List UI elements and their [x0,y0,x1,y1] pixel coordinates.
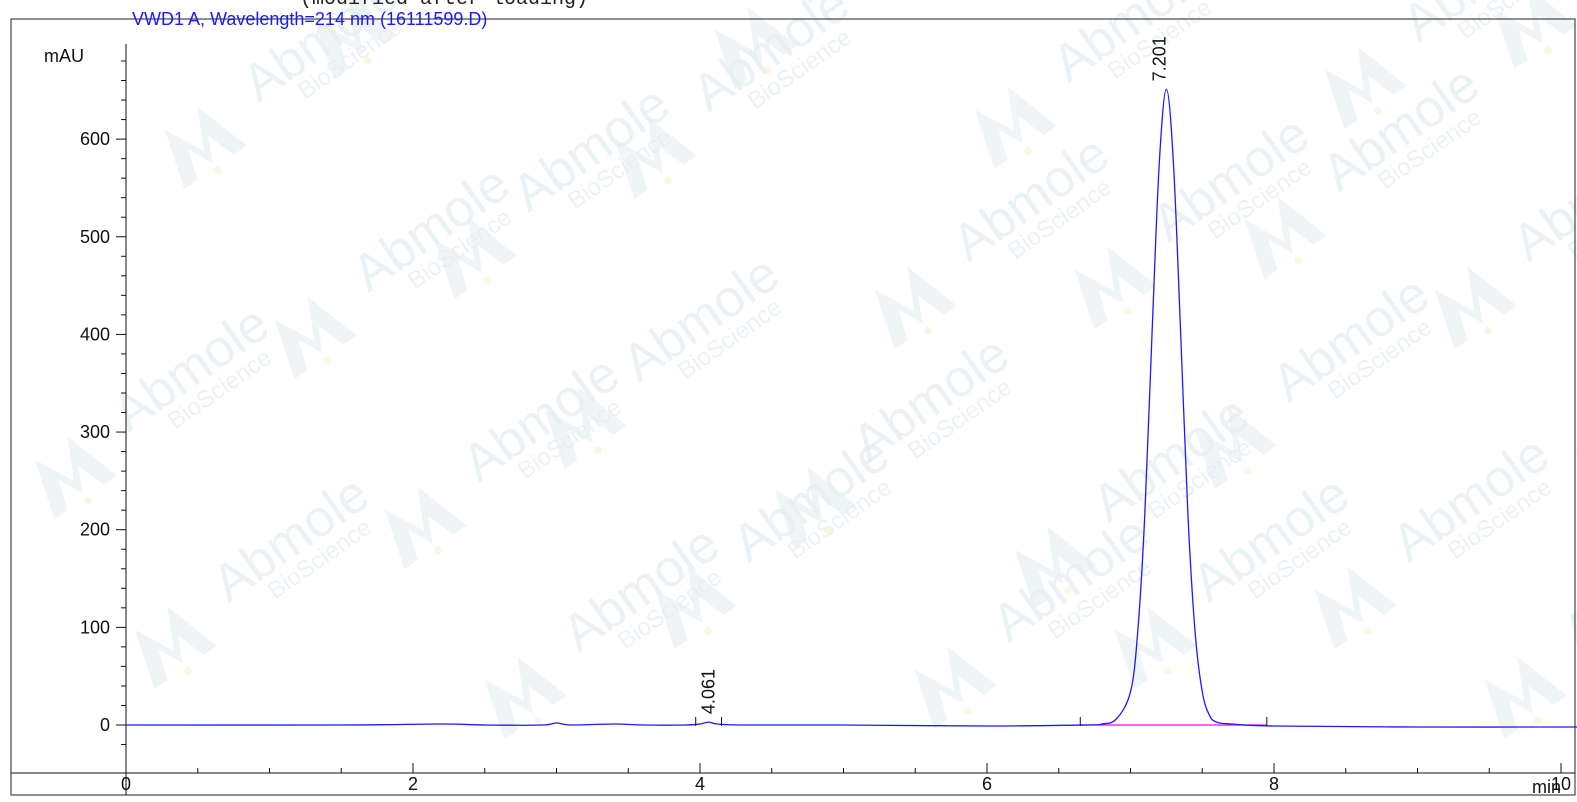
y-tick-label: 600 [80,129,110,149]
logo-dot-icon [663,176,672,185]
logo-dot-icon [703,626,712,635]
peak-retention-label: 4.061 [699,669,719,714]
logo-dot-icon [1363,626,1372,635]
logo-dot-icon [1293,256,1302,265]
logo-dot-icon [1243,466,1252,475]
logo-m-icon [164,106,247,190]
y-tick-label: 0 [100,715,110,735]
logo-dot-icon [1533,716,1542,725]
logo-m-icon [314,0,397,80]
logo-m-icon [384,486,467,570]
label-layer: 4.061 7.201 [695,36,1268,726]
logo-m-icon [134,606,217,690]
logo-m-icon [1494,0,1577,70]
logo-dot-icon [1023,146,1032,155]
logo-m-icon [1014,526,1097,610]
partial-header-title: (modified after loading) [300,0,588,11]
watermark-layer: AbmoleBioScienceAbmoleBioScienceAbmoleBi… [34,0,1577,740]
logo-dot-icon [483,276,492,285]
y-axis-label: mAU [44,46,84,66]
logo-dot-icon [323,356,332,365]
logo-dot-icon [433,546,442,555]
logo-m-icon [874,266,957,350]
watermark-sub: BioScience [843,0,957,5]
x-tick-label: 10 [1551,774,1571,794]
y-tick-label: 200 [80,520,110,540]
logo-m-icon [1314,566,1397,650]
watermark-brand: Abmole [1502,124,1577,273]
trace-layer [125,88,1577,728]
x-tick-label: 6 [982,774,992,794]
logo-m-icon [1194,406,1277,490]
x-tick-label: 4 [695,774,705,794]
plot-frame [10,18,1576,796]
logo-m-icon [914,646,997,730]
logo-m-icon [1484,656,1567,740]
logo-dot-icon [923,326,932,335]
x-axis-label: min [1532,777,1561,797]
x-tick-label: 8 [1269,774,1279,794]
logo-m-icon [274,296,357,380]
logo-dot-icon [763,66,772,75]
y-tick-label: 300 [80,422,110,442]
logo-m-icon [434,216,517,300]
logo-dot-icon [963,706,972,715]
watermark-brand: Abmole [1552,514,1577,663]
logo-m-icon [774,466,857,550]
y-tick-label: 400 [80,324,110,344]
logo-m-icon [654,566,737,650]
logo-dot-icon [83,496,92,505]
logo-dot-icon [183,666,192,675]
chromatogram-trace [125,88,1577,728]
peak-retention-label: 7.201 [1149,36,1169,81]
logo-m-icon [1434,266,1517,350]
logo-m-icon [1244,196,1327,280]
logo-dot-icon [823,526,832,535]
y-tick-label: 100 [80,617,110,637]
logo-dot-icon [1483,326,1492,335]
signal-title: VWD1 A, Wavelength=214 nm (16111599.D) [132,9,488,29]
logo-dot-icon [593,446,602,455]
y-tick-label: 500 [80,227,110,247]
logo-m-icon [974,86,1057,170]
logo-dot-icon [1063,586,1072,595]
logo-m-icon [714,6,797,90]
logo-dot-icon [1123,306,1132,315]
logo-dot-icon [1543,46,1552,55]
logo-m-icon [614,116,697,200]
logo-m-icon [1574,426,1577,510]
logo-dot-icon [533,716,542,725]
x-tick-label: 0 [121,774,131,794]
logo-m-icon [1114,606,1197,690]
logo-dot-icon [1163,666,1172,675]
logo-m-icon [1074,246,1157,330]
logo-m-icon [1324,46,1407,130]
logo-dot-icon [1373,106,1382,115]
logo-m-icon [34,436,117,520]
logo-dot-icon [213,166,222,175]
logo-m-icon [544,386,627,470]
x-tick-label: 2 [408,774,418,794]
logo-m-icon [484,656,567,740]
logo-dot-icon [363,56,372,65]
